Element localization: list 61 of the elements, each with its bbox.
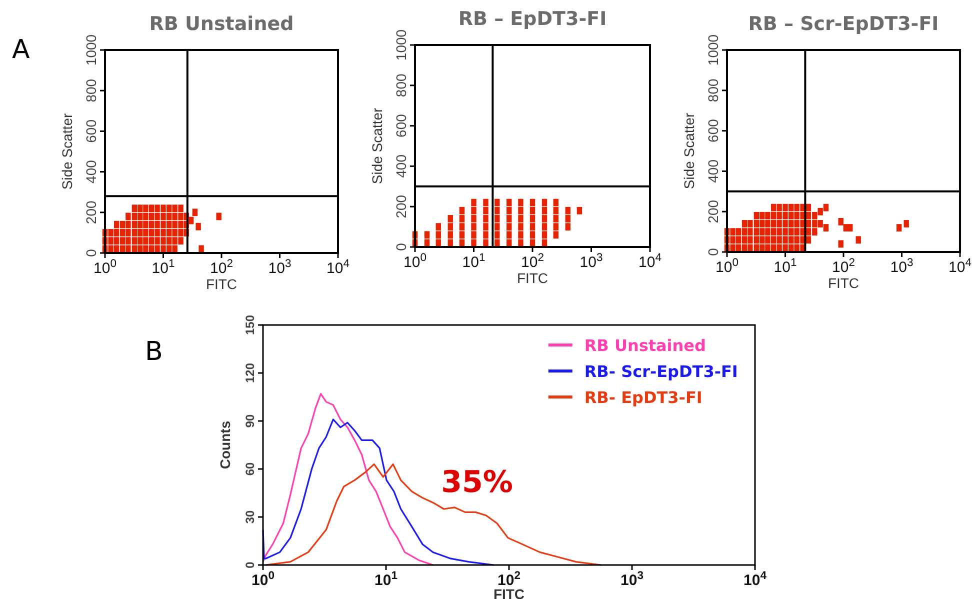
y-tick-label: 90 — [243, 414, 257, 428]
x-tick-label: 10$^{0}$ — [94, 258, 116, 277]
x-axis-title: FITC — [516, 270, 548, 286]
x-axis-title: FITC — [493, 586, 525, 599]
legend-label: RB Unstained — [584, 336, 706, 355]
legend-label: RB- Scr-EpDT3-FI — [584, 362, 738, 381]
y-tick-label: 600 — [705, 118, 721, 142]
y-tick-label: 200 — [393, 194, 409, 218]
chart-title: RB – Scr-EpDT3-FI — [748, 13, 939, 35]
y-tick-label: 0 — [243, 561, 257, 568]
y-axis-title: Side Scatter — [59, 113, 75, 190]
y-tick-label: 400 — [705, 159, 721, 183]
y-tick-label: 400 — [83, 160, 99, 184]
y-tick-label: 0 — [393, 242, 409, 251]
y-tick-label: 30 — [243, 510, 257, 524]
x-tick-label: 10$^{3}$ — [268, 258, 292, 277]
x-tick-label: 10$^{0}$ — [252, 570, 274, 589]
x-axis-title: FITC — [828, 275, 860, 291]
y-tick-label: 200 — [83, 200, 99, 224]
y-axis-title: Side Scatter — [369, 108, 385, 184]
x-tick-label: 10$^{2}$ — [521, 252, 544, 271]
chart-title: RB – EpDT3-FI — [458, 8, 607, 30]
x-tick-label: 10$^{4}$ — [744, 570, 768, 589]
y-tick-label: 800 — [393, 74, 409, 98]
x-tick-label: 10$^{4}$ — [638, 252, 662, 271]
x-tick-label: 10$^{1}$ — [462, 252, 486, 271]
x-tick-label: 10$^{1}$ — [774, 257, 797, 276]
y-tick-label: 800 — [705, 78, 721, 102]
x-tick-label: 10$^{1}$ — [152, 258, 175, 277]
y-axis-title: Side Scatter — [681, 112, 697, 190]
y-tick-label: 150 — [243, 314, 257, 336]
y-tick-label: 1000 — [705, 34, 721, 66]
text: A — [12, 35, 30, 65]
y-tick-label: 400 — [393, 154, 409, 178]
x-tick-label: 10$^{3}$ — [580, 252, 603, 271]
y-tick-label: 0 — [83, 248, 99, 257]
text: B — [145, 337, 163, 367]
y-axis-title: Counts — [217, 420, 233, 470]
x-tick-label: 10$^{2}$ — [498, 570, 520, 589]
x-axis-title: FITC — [206, 276, 238, 292]
y-tick-label: 200 — [705, 200, 721, 224]
legend-label: RB- EpDT3-FI — [584, 388, 702, 407]
x-tick-label: 10$^{2}$ — [210, 258, 233, 277]
x-tick-label: 10$^{4}$ — [326, 258, 350, 277]
x-tick-label: 10$^{4}$ — [948, 257, 972, 276]
y-tick-label: 600 — [393, 114, 409, 138]
y-tick-label: 800 — [83, 78, 99, 102]
x-tick-label: 10$^{3}$ — [620, 570, 644, 589]
y-tick-label: 1000 — [83, 34, 99, 66]
y-tick-label: 0 — [705, 248, 721, 256]
x-tick-label: 10$^{3}$ — [890, 257, 914, 276]
y-tick-label: 1000 — [393, 29, 409, 61]
annotation: 35% — [441, 465, 513, 500]
y-tick-label: 60 — [243, 462, 257, 476]
x-tick-label: 10$^{0}$ — [716, 257, 738, 276]
y-tick-label: 120 — [243, 362, 257, 384]
x-tick-label: 10$^{1}$ — [374, 570, 398, 589]
x-tick-label: 10$^{2}$ — [832, 257, 855, 276]
y-tick-label: 600 — [83, 119, 99, 143]
chart-title: RB Unstained — [149, 13, 294, 35]
x-tick-label: 10$^{0}$ — [404, 252, 426, 271]
